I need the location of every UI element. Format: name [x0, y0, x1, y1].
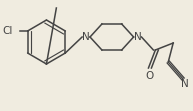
Text: N: N	[181, 79, 189, 89]
Text: N: N	[82, 32, 90, 42]
Text: O: O	[145, 71, 154, 81]
Text: Cl: Cl	[2, 26, 13, 36]
Text: N: N	[134, 32, 141, 42]
